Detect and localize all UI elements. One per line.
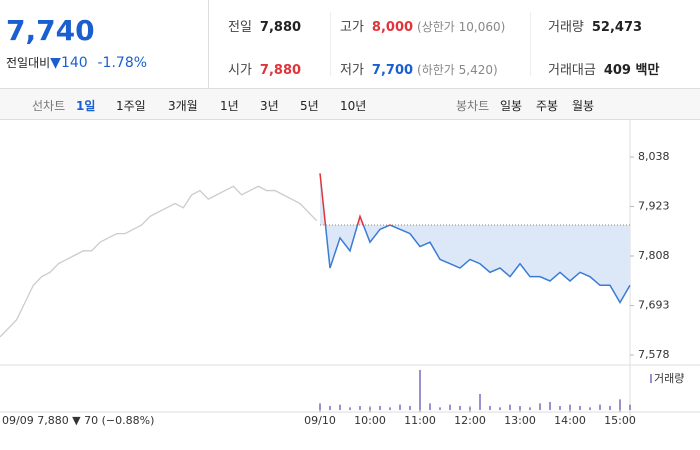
summary-item: 고가 8,000 (상한가 10,060) bbox=[340, 16, 505, 35]
legend-swatch bbox=[650, 374, 652, 383]
tab[interactable]: 1일 bbox=[76, 99, 96, 113]
summary-item: 거래대금 409 백만 bbox=[548, 59, 659, 78]
change-rate: -1.78% bbox=[97, 55, 148, 71]
change: 전일대비▼140 -1.78% bbox=[6, 54, 147, 71]
item-value: 7,880 bbox=[259, 20, 302, 35]
tab[interactable]: 10년 bbox=[340, 99, 367, 113]
x-tick-label: 15:00 bbox=[604, 414, 636, 427]
tab[interactable]: 3개월 bbox=[168, 99, 198, 113]
summary-item: 시가 7,880 bbox=[228, 59, 301, 78]
volume-bar bbox=[359, 406, 361, 410]
volume-bar bbox=[419, 370, 421, 410]
volume-bar bbox=[529, 407, 531, 410]
item-label: 시가 bbox=[228, 63, 252, 78]
area-fill bbox=[320, 173, 630, 303]
change-label: 전일대비 bbox=[6, 56, 51, 70]
item-label: 저가 bbox=[340, 63, 364, 78]
x-tick-label: 14:00 bbox=[554, 414, 586, 427]
x-tick-label: 09/10 bbox=[304, 414, 336, 427]
y-tick-label: 7,693 bbox=[638, 299, 670, 312]
x-tick-label: 13:00 bbox=[504, 414, 536, 427]
item-value: 7,880 bbox=[259, 63, 302, 78]
summary-item: 거래량 52,473 bbox=[548, 16, 642, 35]
volume-bar bbox=[459, 406, 461, 410]
item-value: 52,473 bbox=[591, 20, 643, 35]
volume-bar bbox=[319, 403, 321, 410]
y-tick-label: 8,038 bbox=[638, 150, 670, 163]
volume-bar bbox=[379, 406, 381, 410]
item-value: 8,000 bbox=[371, 20, 414, 35]
volume-bar bbox=[509, 404, 511, 410]
volume-bar bbox=[469, 407, 471, 410]
chart: 7,578 7,693 7,808 7,923 8,038 09/10 10:00 11:00… bbox=[0, 120, 700, 427]
item-value: 409 백만 bbox=[603, 63, 660, 78]
item-note: (상한가 10,060) bbox=[417, 20, 506, 34]
volume-bar bbox=[429, 403, 431, 410]
volume-bar bbox=[609, 406, 611, 410]
volume-bar bbox=[619, 399, 621, 410]
price-box: 7,740 전일대비▼140 -1.78% bbox=[0, 0, 209, 88]
item-label: 고가 bbox=[340, 20, 364, 35]
volume-bar bbox=[589, 407, 591, 410]
volume-bar bbox=[339, 404, 341, 410]
y-tick-label: 7,578 bbox=[638, 348, 670, 361]
volume-bar bbox=[569, 404, 571, 410]
x-tick-label: 11:00 bbox=[404, 414, 436, 427]
volume-bar bbox=[539, 403, 541, 410]
x-tick-label: 10:00 bbox=[354, 414, 386, 427]
volume-bar bbox=[409, 406, 411, 410]
volume-bar bbox=[329, 406, 331, 410]
volume-bar bbox=[599, 404, 601, 410]
item-label: 거래대금 bbox=[548, 63, 596, 78]
item-label: 거래량 bbox=[548, 20, 584, 35]
price: 7,740 bbox=[6, 14, 95, 47]
tab[interactable]: 3년 bbox=[260, 99, 279, 113]
volume-bar bbox=[579, 406, 581, 410]
volume-bar bbox=[369, 407, 371, 410]
x-tick-label: 12:00 bbox=[454, 414, 486, 427]
volume-bar bbox=[549, 402, 551, 410]
tabs: 선차트 1일 1주일 3개월 1년 3년 5년 10년 봉차트 일봉 주봉 월봉 bbox=[0, 89, 700, 120]
tab[interactable]: 일봉 bbox=[500, 99, 523, 113]
summary-item: 전일 7,880 bbox=[228, 16, 301, 35]
volume-bar bbox=[449, 404, 451, 410]
volume-bar bbox=[629, 404, 631, 410]
volume-bar bbox=[349, 407, 351, 410]
divider bbox=[330, 12, 331, 76]
volume-bar bbox=[489, 406, 491, 410]
y-tick-label: 7,808 bbox=[638, 249, 670, 262]
volume-bar bbox=[389, 407, 391, 410]
tab[interactable]: 1년 bbox=[220, 99, 239, 113]
tab-group-label: 봉차트 bbox=[456, 99, 490, 113]
legend-volume: 거래량 bbox=[654, 372, 684, 385]
prev-line bbox=[0, 185, 318, 338]
y-tick-label: 7,923 bbox=[638, 200, 670, 213]
item-value: 7,700 bbox=[371, 63, 414, 78]
volume-bar bbox=[399, 404, 401, 410]
volume-bar bbox=[439, 407, 441, 410]
tab[interactable]: 주봉 bbox=[536, 99, 559, 113]
summary: 7,740 전일대비▼140 -1.78% 전일 7,880 고가 8,000 (상한가… bbox=[0, 0, 700, 89]
tab[interactable]: 월봉 bbox=[572, 99, 595, 113]
volume-bar bbox=[559, 406, 561, 410]
summary-item: 저가 7,700 (하한가 5,420) bbox=[340, 59, 498, 78]
volume-bar bbox=[479, 394, 481, 410]
item-note: (하한가 5,420) bbox=[417, 63, 498, 77]
tab[interactable]: 5년 bbox=[300, 99, 319, 113]
price-line bbox=[324, 225, 631, 304]
tab-group-label: 선차트 bbox=[32, 99, 66, 113]
item-label: 전일 bbox=[228, 20, 252, 35]
divider bbox=[530, 12, 531, 76]
tab[interactable]: 1주일 bbox=[116, 99, 146, 113]
volume-bar bbox=[519, 406, 521, 410]
prev-info: 09/09 7,880 ▼ 70 (−0.88%) bbox=[2, 414, 154, 427]
volume-bar bbox=[499, 407, 501, 410]
change-value: ▼140 bbox=[50, 55, 88, 71]
